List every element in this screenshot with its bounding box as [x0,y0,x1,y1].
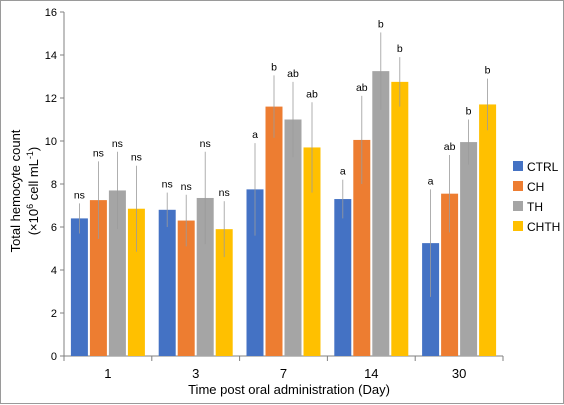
y-axis-title-line1: Total hemocyte count [8,129,23,252]
legend-swatch-ch [513,181,523,191]
y-tick-label: 8 [51,179,57,191]
bar-chth [391,81,409,356]
bar-ch [265,106,283,356]
bar-ch [441,193,459,356]
bar-chth [127,208,145,356]
significance-label: b [397,43,403,55]
y-axis-title: Total hemocyte count (×106 cell mL-1) [8,129,41,252]
bar-ctrl [158,209,176,356]
legend-label-ch: CH [527,180,544,194]
y-tick-label: 16 [45,7,57,19]
significance-label: b [271,61,277,73]
x-tick-label: 14 [364,366,378,381]
bar-ch [177,220,195,356]
bars-group [70,32,497,356]
y-tick-label: 10 [45,136,57,148]
bar-ctrl [422,243,440,356]
y-axis-title-line2: (×106 cell mL-1) [25,147,41,236]
y-tick-label: 6 [51,222,57,234]
significance-label: ns [131,152,142,164]
legend-label-chth: CHTH [527,220,560,234]
axes-group: 0 2 4 6 8 10 12 14 16 1 3 7 14 30 [45,7,504,381]
y-tick-label: 4 [51,265,57,277]
legend-label-ctrl: CTRL [527,160,559,174]
x-tick-label: 30 [452,366,466,381]
bar-chth [303,147,321,356]
y-tick-label: 2 [51,308,57,320]
significance-label: b [485,65,491,77]
bar-ch [353,139,371,356]
bar-th [196,197,214,356]
significance-label: a [428,175,434,187]
significance-label: ns [74,189,85,201]
significance-label: b [378,18,384,30]
significance-label: ab [356,82,368,94]
bar-th [284,119,302,356]
significance-label: ns [93,147,104,159]
x-tick-label: 7 [280,366,287,381]
bar-chth [479,104,497,356]
significance-label: ns [219,187,230,199]
y-tick-label: 14 [45,50,57,62]
significance-label: ns [112,138,123,150]
bar-th [372,71,390,356]
bar-chth [215,229,233,356]
legend-swatch-ctrl [513,161,523,171]
significance-label: ns [181,181,192,193]
significance-label: b [466,106,472,118]
significance-label: ns [200,138,211,150]
legend-swatch-chth [513,221,523,231]
bar-ctrl [70,218,88,356]
y-tick-label: 0 [51,351,57,363]
legend-swatch-th [513,201,523,211]
significance-label: a [252,129,258,141]
significance-label: a [340,166,346,178]
significance-label: ab [306,88,318,100]
x-tick-label: 1 [104,366,111,381]
bar-th [460,142,478,356]
x-tick-label: 3 [192,366,199,381]
bar-ctrl [246,189,264,356]
significance-label: ns [162,179,173,191]
x-axis-title: Time post oral administration (Day) [188,382,390,397]
bar-th [108,190,126,356]
y-tick-label: 12 [45,93,57,105]
bar-ctrl [334,199,352,356]
legend-label-th: TH [527,200,543,214]
bar-ch [89,200,107,356]
significance-label: ab [444,141,456,153]
significance-label: ab [287,68,299,80]
